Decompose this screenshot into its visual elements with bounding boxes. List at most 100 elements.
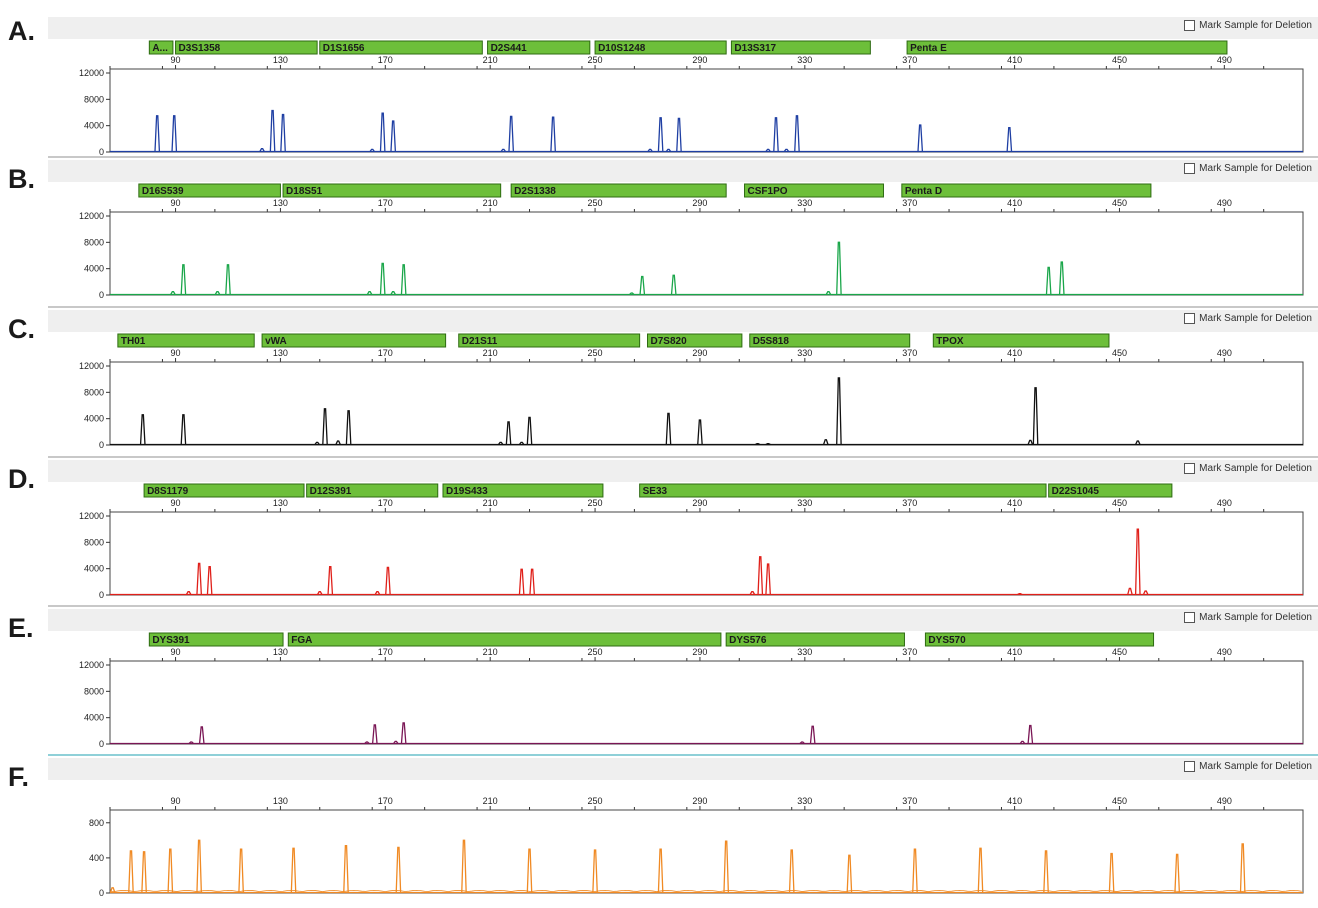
mark-sample-checkbox[interactable] [1184, 20, 1196, 31]
mark-sample-checkbox[interactable] [1184, 761, 1196, 772]
peak [400, 722, 407, 744]
marker-bin[interactable]: SE33 [639, 483, 1047, 498]
marker-bin[interactable]: A... [148, 40, 174, 55]
marker-bin[interactable]: Penta E [906, 40, 1228, 55]
x-tick-label: 210 [483, 796, 498, 806]
marker-bin[interactable]: D22S1045 [1048, 483, 1173, 498]
x-tick-label: 490 [1217, 498, 1232, 508]
marker-bin[interactable]: Penta D [901, 183, 1152, 198]
peak [390, 120, 397, 152]
marker-bin[interactable]: TH01 [117, 333, 255, 348]
peak [154, 115, 161, 152]
peak [665, 148, 672, 152]
marker-bin[interactable]: vWA [261, 333, 447, 348]
panel-letter: B. [8, 164, 35, 194]
marker-label: D21S11 [462, 336, 498, 347]
marker-bin[interactable]: D21S11 [458, 333, 641, 348]
y-tick-label: 12000 [79, 361, 104, 371]
peak [917, 124, 924, 152]
panel-f: F. Mark Sample for Deletion 90 130 170 210 250… [0, 754, 1318, 908]
marker-bin[interactable]: D10S1248 [594, 40, 727, 55]
marker-bin[interactable]: D3S1358 [175, 40, 318, 55]
panel-separator [48, 754, 1318, 756]
y-tick-label: 12000 [79, 511, 104, 521]
marker-bin[interactable]: D1S1656 [319, 40, 483, 55]
y-tick-label: 0 [99, 739, 104, 749]
peak [500, 148, 507, 152]
peak [185, 591, 192, 595]
x-tick-label: 330 [797, 348, 812, 358]
mark-sample-checkbox[interactable] [1184, 612, 1196, 623]
marker-bin[interactable]: D13S317 [730, 40, 871, 55]
mark-sample-label: Mark Sample for Deletion [1199, 163, 1312, 174]
x-tick-label: 330 [797, 198, 812, 208]
marker-bin[interactable]: TPOX [932, 333, 1110, 348]
x-tick-label: 370 [902, 796, 917, 806]
y-tick-label: 0 [99, 147, 104, 157]
peak [196, 839, 202, 893]
panel-header-bar [48, 758, 1318, 780]
peak [366, 291, 373, 295]
peak [395, 846, 402, 893]
marker-bin[interactable]: DYS391 [148, 632, 284, 647]
mark-sample-for-deletion[interactable]: Mark Sample for Deletion [1184, 313, 1312, 324]
x-tick-label: 370 [902, 55, 917, 65]
x-tick-label: 370 [902, 498, 917, 508]
marker-bin[interactable]: D7S820 [647, 333, 743, 348]
y-tick-label: 4000 [84, 264, 104, 274]
x-tick-label: 130 [273, 796, 288, 806]
y-tick-label: 4000 [84, 121, 104, 131]
peak [723, 840, 730, 893]
marker-bin[interactable]: D18S51 [282, 183, 502, 198]
plot-svg: A... D3S1358 D1S1656 D2S441 D10S1248 D13S317 P… [79, 40, 1304, 157]
marker-bin[interactable]: DYS576 [725, 632, 905, 647]
marker-bin[interactable]: FGA [287, 632, 722, 647]
peak [259, 148, 265, 152]
x-tick-label: 210 [483, 348, 498, 358]
x-tick-label: 290 [692, 796, 707, 806]
marker-bin[interactable]: D2S1338 [510, 183, 727, 198]
peak [180, 414, 187, 445]
marker-bin[interactable]: D19S433 [442, 483, 604, 498]
peak [508, 115, 515, 152]
mark-sample-checkbox[interactable] [1184, 313, 1196, 324]
peak [316, 591, 323, 595]
marker-bin[interactable]: D8S1179 [143, 483, 305, 498]
mark-sample-for-deletion[interactable]: Mark Sample for Deletion [1184, 463, 1312, 474]
marker-bin[interactable]: DYS570 [924, 632, 1155, 647]
x-tick-label: 330 [797, 647, 812, 657]
peak [167, 848, 174, 893]
marker-bin[interactable]: D12S391 [306, 483, 439, 498]
marker-bin[interactable]: D5S818 [749, 333, 911, 348]
mark-sample-for-deletion[interactable]: Mark Sample for Deletion [1184, 761, 1312, 772]
mark-sample-checkbox[interactable] [1184, 463, 1196, 474]
mark-sample-checkbox[interactable] [1184, 163, 1196, 174]
marker-bin[interactable]: CSF1PO [744, 183, 884, 198]
x-tick-label: 90 [171, 55, 181, 65]
peak [322, 408, 328, 445]
peak [836, 377, 842, 445]
marker-bin[interactable]: D2S441 [487, 40, 591, 55]
peak [379, 112, 386, 152]
peak [639, 275, 646, 295]
mark-sample-for-deletion[interactable]: Mark Sample for Deletion [1184, 612, 1312, 623]
peak [912, 848, 918, 893]
peak [170, 291, 176, 295]
panel-separator [48, 306, 1318, 308]
x-tick-label: 250 [588, 647, 603, 657]
peak [783, 148, 790, 152]
peak [629, 292, 635, 295]
x-tick-label: 90 [171, 796, 181, 806]
mark-sample-for-deletion[interactable]: Mark Sample for Deletion [1184, 20, 1312, 31]
peak [109, 887, 116, 893]
mark-sample-for-deletion[interactable]: Mark Sample for Deletion [1184, 163, 1312, 174]
peak [676, 117, 682, 152]
x-tick-label: 170 [378, 348, 393, 358]
x-tick-label: 130 [273, 55, 288, 65]
x-tick-label: 450 [1112, 796, 1127, 806]
peak [749, 591, 756, 595]
peak [180, 264, 187, 295]
y-tick-label: 8000 [84, 94, 104, 104]
marker-bin[interactable]: D16S539 [138, 183, 281, 198]
peak [670, 274, 677, 295]
